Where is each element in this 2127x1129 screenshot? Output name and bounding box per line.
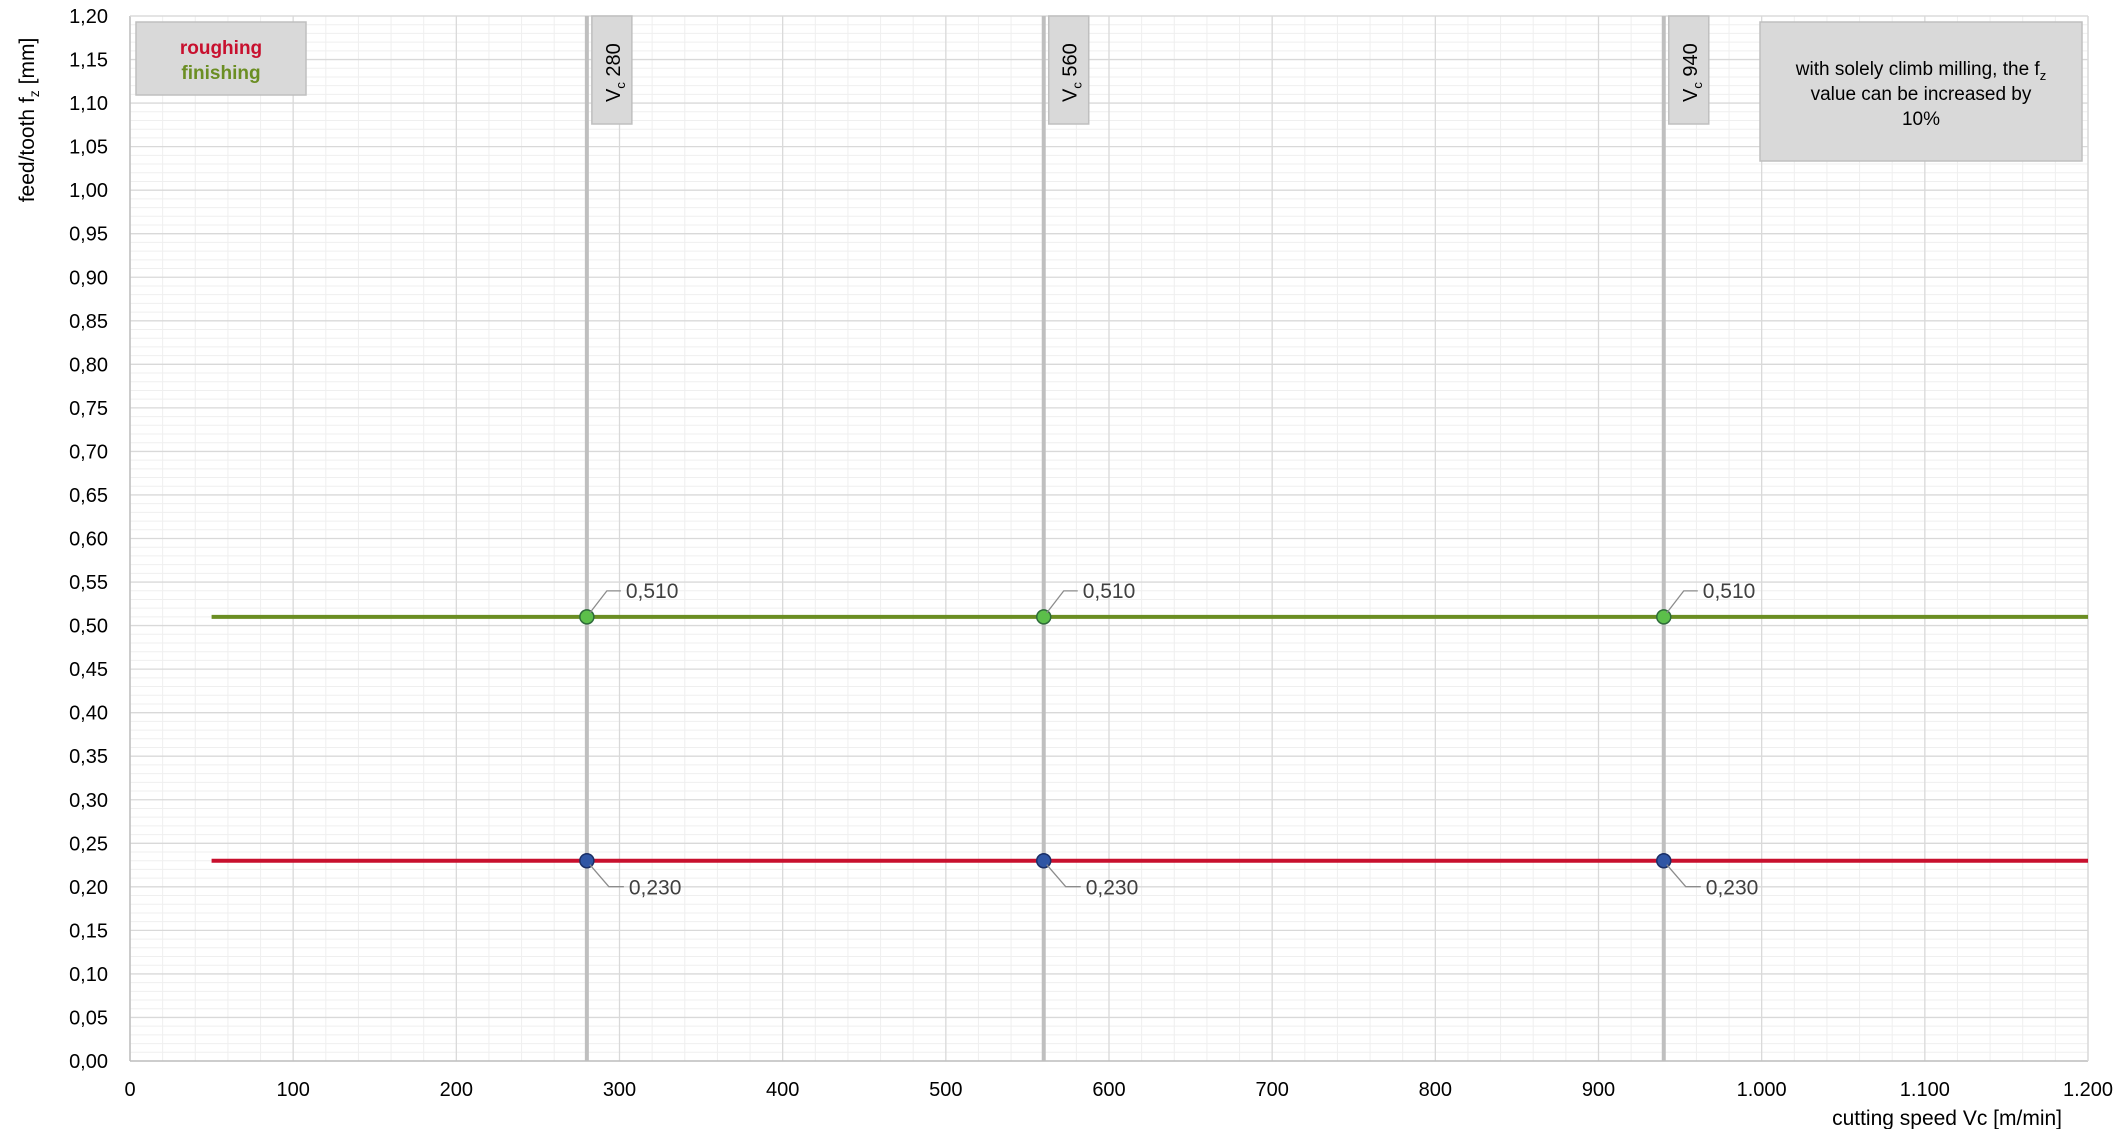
data-point-roughing <box>1656 852 1672 869</box>
reference-lines: Vc 280 Vc 560 Vc 940 <box>584 15 1710 1061</box>
y-tick-label: 0,90 <box>69 267 108 289</box>
reference-label-box <box>1047 15 1090 125</box>
y-tick-label: 1,10 <box>69 93 108 115</box>
note-line-2: value can be increased by <box>1811 84 2032 105</box>
y-axis-symbol: f <box>16 97 39 103</box>
y-tick-label: 0,15 <box>69 920 108 942</box>
y-tick-label: 1,00 <box>69 180 108 202</box>
x-tick-label: 700 <box>1255 1079 1288 1101</box>
y-tick-label: 1,15 <box>69 50 108 72</box>
note-line-1-subscript: z <box>2040 68 2047 83</box>
data-label-finishing: 0,510 <box>626 580 679 603</box>
y-tick-label: 0,25 <box>69 833 108 855</box>
y-axis-label: feed/tooth <box>16 109 39 202</box>
y-tick-label: 0,70 <box>69 441 108 463</box>
y-tick-label: 0,60 <box>69 529 108 551</box>
y-tick-label: 0,10 <box>69 964 108 986</box>
reference-label-box <box>591 15 633 125</box>
y-tick-label: 0,75 <box>69 398 108 420</box>
x-tick-label: 100 <box>276 1079 309 1101</box>
data-label-roughing: 0,230 <box>1706 877 1759 900</box>
y-tick-label: 0,00 <box>69 1051 108 1073</box>
data-point-roughing <box>1035 852 1052 869</box>
x-axis-title: cutting speed Vc [m/min] <box>1832 1107 2062 1129</box>
leader-line <box>589 590 621 614</box>
axes: 0,00 0,05 0,10 0,15 0,20 0,25 0,30 0,35 0,40 0,45… <box>69 6 2113 1101</box>
y-tick-label: 0,20 <box>69 877 108 899</box>
y-tick-label: 0,30 <box>69 790 108 812</box>
reference-label: Vc 940 <box>1680 43 1705 102</box>
y-tick-label: 1,20 <box>69 6 108 28</box>
x-tick-label: 300 <box>603 1079 636 1101</box>
y-tick-label: 0,80 <box>69 354 108 376</box>
x-tick-label: 200 <box>440 1079 473 1101</box>
x-tick-label: 400 <box>766 1079 799 1101</box>
data-label-roughing: 0,230 <box>1086 877 1139 900</box>
data-label-finishing: 0,510 <box>1083 580 1136 603</box>
x-tick-label: 1.200 <box>2063 1079 2113 1101</box>
data-label-roughing: 0,230 <box>629 877 682 900</box>
x-tick-label: 900 <box>1582 1079 1615 1101</box>
y-tick-label: 0,95 <box>69 224 108 246</box>
leader-line <box>589 864 624 888</box>
legend-box <box>135 21 307 96</box>
y-tick-label: 0,50 <box>69 616 108 638</box>
y-tick-label: 0,65 <box>69 485 108 507</box>
y-axis-title: feed/tooth fz [mm] <box>16 38 42 203</box>
y-tick-label: 0,40 <box>69 703 108 725</box>
leader-line <box>1666 864 1701 888</box>
note-line-3: 10% <box>1902 109 1940 130</box>
data-point-finishing <box>579 609 595 625</box>
x-tick-label: 1.100 <box>1900 1079 1950 1101</box>
y-tick-label: 0,35 <box>69 746 108 768</box>
data-labels: 0,230 0,230 0,230 0,510 0,510 0,510 <box>589 580 1759 900</box>
leader-line <box>1046 590 1078 614</box>
note-line-1: with solely climb milling, the fz <box>1795 59 2046 83</box>
x-tick-label: 0 <box>124 1079 135 1101</box>
y-tick-label: 0,85 <box>69 311 108 333</box>
note: with solely climb milling, the fz value … <box>1759 21 2083 162</box>
reference-label: Vc 280 <box>603 43 628 102</box>
x-tick-label: 500 <box>929 1079 962 1101</box>
leader-line <box>1046 864 1081 888</box>
data-point-finishing <box>1035 609 1052 625</box>
reference-label-box <box>1668 15 1710 125</box>
leader-line <box>1666 590 1698 614</box>
x-tick-label: 1.000 <box>1737 1079 1787 1101</box>
note-line-1-text: with solely climb milling, the f <box>1795 59 2041 80</box>
legend-entry-finishing: finishing <box>181 63 260 84</box>
y-tick-label: 0,55 <box>69 572 108 594</box>
data-label-finishing: 0,510 <box>1703 580 1756 603</box>
x-tick-label: 800 <box>1419 1079 1452 1101</box>
series <box>211 609 2088 869</box>
legend: roughing finishing <box>135 21 307 96</box>
y-tick-label: 1,05 <box>69 137 108 159</box>
y-axis-subscript: z <box>26 90 42 97</box>
y-tick-label: 0,05 <box>69 1007 108 1029</box>
grid <box>129 15 2089 1062</box>
y-axis-unit: [mm] <box>16 38 39 85</box>
note-box <box>1759 21 2083 162</box>
y-tick-label: 0,45 <box>69 659 108 681</box>
data-point-finishing <box>1656 609 1672 625</box>
x-tick-label: 600 <box>1092 1079 1125 1101</box>
data-point-roughing <box>579 852 595 869</box>
reference-label: Vc 560 <box>1060 43 1085 102</box>
legend-entry-roughing: roughing <box>180 38 262 59</box>
